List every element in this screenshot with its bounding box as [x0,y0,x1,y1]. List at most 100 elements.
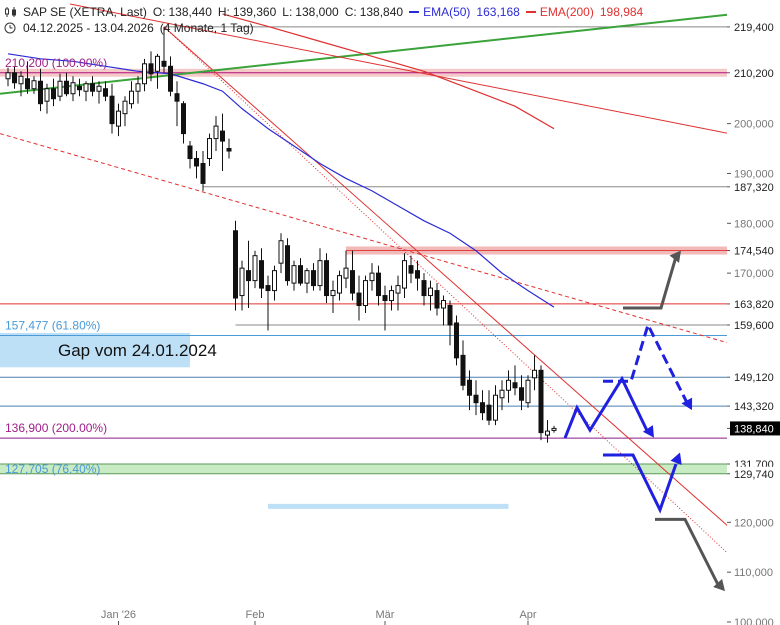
header-row-instrument: SAP SE (XETRA, Last) O: 138,440 H: 139,3… [4,4,643,20]
candle-body [233,230,238,299]
y-tick-label: 210,200 [734,68,774,80]
uptrend-line-green [0,7,780,95]
candle-body [460,354,466,386]
candle-body [103,88,108,97]
downtrend-line-dashed [0,133,780,359]
y-tick-box [730,243,780,258]
y-axis-background [727,0,780,625]
low-value: 138,000 [295,5,339,19]
fib-200-level-label: 136,900 (200.00%) [5,421,107,435]
candle-body [395,285,401,294]
candle-body [31,80,37,90]
candle-body [12,72,17,84]
candle-body [259,260,264,289]
ema200-legend-label: EMA(200) [539,5,594,19]
ema200-legend-value: 198,984 [599,5,644,19]
current-price-box [730,421,780,436]
ema50-legend-swatch [409,11,420,13]
candle-body [220,130,225,142]
trendlines-layer [0,3,780,603]
close-label: C: [344,5,357,19]
fib-61-8-level-label: 157,477 (61.80%) [5,319,100,333]
candle-body [51,88,56,100]
candle-body [415,270,420,279]
candle-body [363,280,368,307]
candle-body [382,295,388,302]
y-tick-box [730,65,780,80]
ema-layer [7,13,555,308]
candle-body [168,65,173,92]
scenario-arrow-gray-down-head [713,578,725,592]
scenario-arrow-gray-up [623,252,679,310]
y-tick-label: 200,000 [734,119,774,131]
zone-130-fib-76-4-band [0,464,727,474]
candle-body [109,95,115,125]
x-axis: Jan '26 Feb Mär Apr [101,609,537,625]
candle-body [532,369,537,379]
y-tick-box [730,317,780,332]
scenario-arrow-gray-down [655,517,720,586]
y-axis: 219,400 210,200 200,000 190,000 187,320 180,0… [727,0,780,625]
x-tick-label: Jan '26 [101,609,136,621]
candle-body [44,88,50,102]
candle-body [246,270,251,282]
candle-body [122,100,128,115]
candle-body [116,110,121,127]
y-tick-box [730,19,780,34]
date-range: 04.12.2025 - 13.04.2026 [23,21,154,35]
candles-layer [5,26,557,443]
candle-body [525,379,531,404]
candle-body [207,138,212,159]
candle-body [369,272,375,282]
candle-body [239,267,245,297]
candle-body [434,290,440,309]
candle-body [148,63,154,75]
y-tick-box [730,399,780,414]
candle-body [285,245,290,282]
candle-body [538,369,544,434]
candle-body [90,83,95,92]
candle-body [25,78,30,90]
candle-body [83,83,89,92]
y-tick-label: 180,000 [734,218,774,230]
candle-body [135,83,141,92]
candle-body [272,270,277,292]
scenario-arrow-blue-dashed-head [681,397,693,411]
candle-body [291,265,297,284]
ema50-legend-value: 163,168 [476,5,520,19]
clock-icon [4,22,18,34]
zone-130-fib-76-4-label: 127,705 (76.40%) [5,462,100,476]
ema50-legend-label: EMA(50) [423,5,471,19]
candle-body [551,427,557,431]
candle-body [441,300,446,309]
y-tick-label: 110,000 [734,567,773,579]
candle-body [96,85,102,92]
period-label: (4 Monate, 1 Tag) [159,21,254,35]
y-tick-label: 219,400 [734,22,774,34]
candle-body [428,287,433,297]
y-tick-label: 143,320 [734,401,774,413]
ema50-line [7,53,555,308]
high-label: H: [217,5,230,19]
candle-body [402,260,407,289]
low-label: L: [282,5,293,19]
y-tick-label: 174,540 [734,246,774,258]
candle-body [330,290,336,297]
x-tick-label: Apr [519,609,536,621]
candle-body [200,162,206,184]
y-tick-label: 159,600 [734,320,774,332]
candle-body [298,265,303,284]
downtrend-line-lower [163,26,780,603]
candlestick-chart-icon [4,6,18,18]
candle-body [161,60,167,67]
candle-body [486,404,492,421]
candle-body [252,255,258,282]
candle-body [187,145,193,160]
open-label: O: [152,5,166,19]
candle-body [317,260,323,287]
chart-header: SAP SE (XETRA, Last) O: 138,440 H: 139,3… [4,4,643,36]
candle-body [174,93,180,102]
y-tick-label: 100,000 [734,617,774,625]
candle-body [447,305,453,326]
